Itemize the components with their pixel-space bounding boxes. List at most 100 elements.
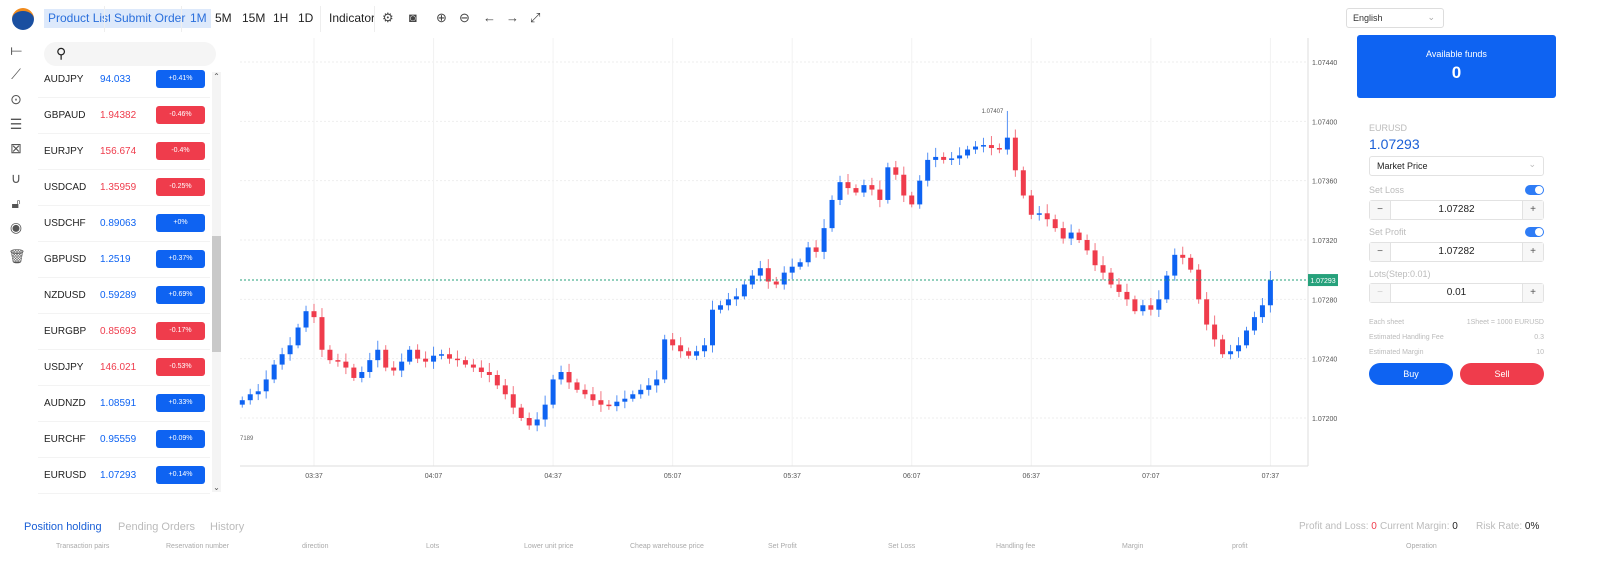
tab-history[interactable]: History (210, 521, 245, 533)
candle (311, 311, 317, 318)
circle-icon[interactable]: ⊙ (10, 91, 22, 107)
chevron-up-icon[interactable]: ⌃ (213, 72, 220, 81)
candle (941, 156, 947, 160)
eye-icon[interactable]: ◉ (9, 219, 23, 235)
chevron-down-icon[interactable]: ⌄ (213, 483, 220, 492)
timeframe-5m[interactable]: 5M (215, 11, 232, 25)
order-type-select[interactable]: Market Price ⌄ (1369, 156, 1544, 176)
magnet-icon[interactable]: ∪ (10, 170, 22, 186)
price: 156.674 (100, 146, 137, 157)
submit-order-button[interactable]: Submit Order (110, 9, 190, 28)
watchlist-row[interactable]: AUDJPY 94.033 +0.41% (38, 62, 210, 98)
plus-button[interactable]: + (1523, 284, 1543, 302)
plus-button[interactable]: + (1523, 243, 1543, 261)
language-select[interactable]: English ⌄ (1346, 8, 1444, 28)
column-header: direction (302, 543, 329, 550)
watchlist-row[interactable]: GBPUSD 1.2519 +0.37% (38, 242, 210, 278)
divider (374, 6, 375, 32)
trash-icon[interactable]: 🗑︎ (8, 248, 26, 264)
change-badge: -0.46% (156, 106, 205, 124)
candle (590, 394, 596, 401)
arrow-right-icon[interactable]: → (506, 10, 519, 25)
lots-input[interactable]: 0.01 (1390, 284, 1523, 302)
watchlist-scrollbar[interactable]: ⌃ ⌄ (212, 72, 221, 492)
tab-position-holding[interactable]: Position holding (24, 521, 102, 533)
timeframe-15m[interactable]: 15M (242, 11, 266, 25)
brand-logo (12, 8, 34, 30)
lots-label: Lots(Step:0.01) (1369, 269, 1431, 279)
candle (622, 398, 628, 402)
y-tick-label: 1.07440 (1312, 60, 1337, 67)
watchlist-row[interactable]: AUDNZD 1.08591 +0.33% (38, 386, 210, 422)
watchlist-row[interactable]: GBPAUD 1.94382 -0.46% (38, 98, 210, 134)
candle (247, 394, 253, 401)
chevron-down-icon: ⌄ (1427, 12, 1435, 22)
candle (351, 367, 357, 378)
trend-line-icon[interactable]: ⟋ (11, 66, 21, 82)
available-funds-card: Available funds 0 (1357, 35, 1556, 98)
settings-gear-icon[interactable]: ⚙ (382, 10, 394, 25)
set-loss-input[interactable]: 1.07282 (1390, 201, 1523, 219)
timeframe-1d[interactable]: 1D (298, 11, 314, 25)
candle (239, 400, 245, 405)
candle (1084, 239, 1090, 251)
symbol: EURUSD (44, 470, 87, 481)
watchlist-row[interactable]: USDCHF 0.89063 +0% (38, 206, 210, 242)
candle (526, 417, 532, 426)
candle (1004, 137, 1010, 150)
watchlist-row[interactable]: USDJPY 146.021 -0.53% (38, 350, 210, 386)
zoom-out-icon[interactable]: ⊖ (459, 10, 470, 25)
candle (407, 349, 413, 362)
minus-button[interactable]: − (1370, 243, 1390, 261)
tab-pending-orders[interactable]: Pending Orders (118, 521, 196, 533)
fee-label: Estimated Handling Fee (1369, 334, 1444, 341)
buy-button[interactable]: Buy (1369, 363, 1453, 385)
watchlist-row[interactable]: EURUSD 1.07293 +0.14% (38, 458, 210, 494)
arrow-left-icon[interactable]: ← (483, 10, 496, 25)
fib-lines-icon[interactable]: ☰ (9, 116, 23, 132)
sell-button[interactable]: Sell (1460, 363, 1544, 385)
watchlist-row[interactable]: NZDUSD 0.59289 +0.69% (38, 278, 210, 314)
scrollbar-thumb[interactable] (212, 236, 221, 352)
candle (662, 339, 668, 380)
column-header: Transaction pairs (56, 543, 110, 550)
symbol: USDJPY (44, 362, 84, 373)
x-tick-label: 07:37 (1262, 473, 1280, 480)
pl-value: 0 (1371, 521, 1377, 532)
indicator-button[interactable]: Indicator (329, 11, 376, 25)
camera-icon[interactable]: ◙ (409, 10, 417, 25)
timeframe-1h[interactable]: 1H (273, 11, 289, 25)
candlestick-chart[interactable]: 1.07440 1.07400 1.07360 1.07320 1.07280 1.072… (230, 38, 1350, 498)
watchlist-row[interactable]: USDCAD 1.35959 -0.25% (38, 170, 210, 206)
watchlist-row[interactable]: EURJPY 156.674 -0.4% (38, 134, 210, 170)
fullscreen-icon[interactable]: ⤢ (530, 10, 541, 25)
timeframe-1m[interactable]: 1M (186, 9, 211, 28)
candle (773, 281, 779, 285)
candle (733, 296, 739, 300)
candle (980, 145, 986, 147)
search-icon: ⚲ (56, 45, 67, 61)
plus-button[interactable]: + (1523, 201, 1543, 219)
set-profit-toggle[interactable] (1525, 227, 1544, 237)
product-list-button[interactable]: Product List (44, 9, 116, 28)
candle (845, 182, 851, 189)
price: 146.021 (100, 362, 137, 373)
minus-button[interactable]: − (1370, 201, 1390, 219)
candle (869, 185, 875, 190)
candle (606, 404, 612, 407)
set-profit-input[interactable]: 1.07282 (1390, 243, 1523, 261)
zoom-in-icon[interactable]: ⊕ (436, 10, 447, 25)
candle (1180, 254, 1186, 258)
lock-icon[interactable]: 🔓︎ (11, 195, 21, 211)
watchlist-row[interactable]: EURGBP 0.85693 -0.17% (38, 314, 210, 350)
pattern-icon[interactable]: ⊠ (10, 140, 22, 156)
minus-button[interactable]: − (1370, 284, 1390, 302)
horizontal-line-icon[interactable]: ⟝ (10, 42, 22, 58)
change-badge: -0.53% (156, 358, 205, 376)
set-loss-toggle[interactable] (1525, 185, 1544, 195)
candle (439, 354, 445, 356)
candle (678, 345, 684, 352)
candle (1036, 213, 1042, 215)
search-input[interactable]: ⚲ (44, 42, 216, 66)
watchlist-row[interactable]: EURCHF 0.95559 +0.09% (38, 422, 210, 458)
